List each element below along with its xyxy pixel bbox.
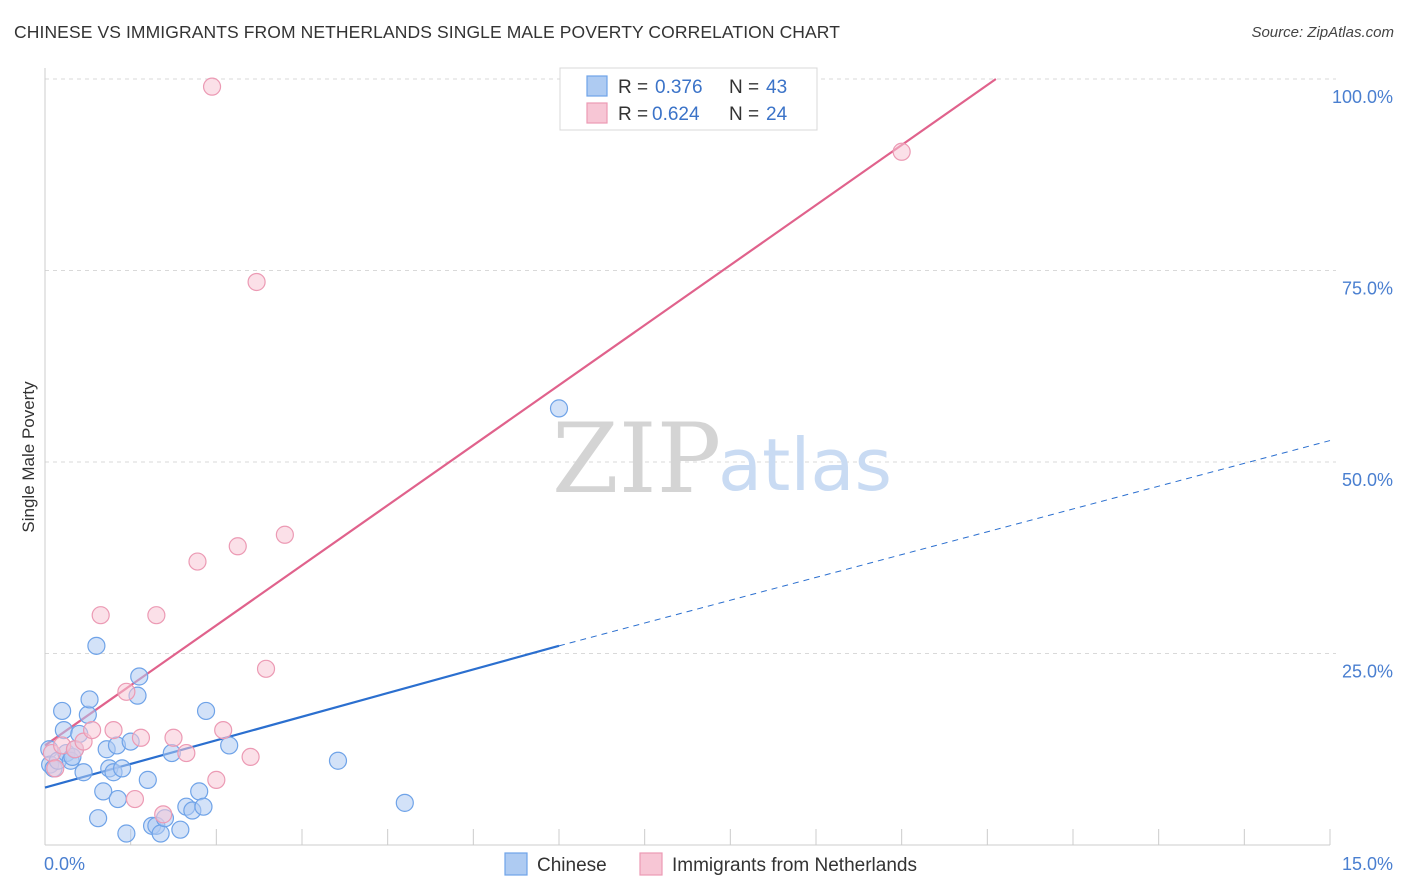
legend-n-value-netherlands: 24 (766, 104, 788, 125)
trend-line-extension-0 (558, 440, 1331, 647)
bottom-legend-label-netherlands: Immigrants from Netherlands (672, 855, 917, 876)
bottom-legend-label-chinese: Chinese (537, 855, 607, 876)
point-0-27 (138, 770, 157, 789)
point-0-39 (220, 736, 239, 755)
point-0-22 (112, 759, 132, 778)
point-1-14 (177, 743, 196, 763)
y-tick-label-0: 25.0% (1342, 662, 1393, 682)
point-0-5 (54, 720, 73, 740)
legend-n-label-chinese: N = (729, 77, 759, 98)
watermark: ZIP atlas (552, 403, 892, 515)
point-1-11 (147, 606, 166, 625)
point-0-15 (89, 809, 108, 828)
data-points (40, 77, 911, 843)
legend-swatch-netherlands (586, 102, 608, 124)
point-1-21 (247, 272, 266, 292)
legend-n-value-chinese: 43 (766, 77, 787, 98)
trend-lines (44, 78, 1331, 789)
point-0-38 (196, 701, 216, 721)
watermark-atlas: atlas (718, 423, 892, 507)
point-1-5 (83, 720, 102, 740)
bottom-legend-swatch-chinese (504, 852, 528, 876)
point-1-19 (228, 537, 247, 556)
point-0-36 (190, 782, 209, 801)
point-0-12 (78, 705, 97, 724)
legend-n-label-netherlands: N = (729, 104, 759, 125)
legend-r-label-netherlands: R = (618, 104, 648, 125)
point-1-6 (91, 606, 110, 625)
point-0-42 (549, 399, 569, 418)
point-0-26 (130, 667, 149, 686)
watermark-zip: ZIP (552, 403, 721, 515)
point-1-16 (202, 77, 222, 96)
point-0-14 (87, 636, 106, 655)
point-1-18 (214, 720, 233, 740)
point-1-7 (104, 720, 123, 740)
point-0-21 (108, 789, 127, 809)
source-label: Source: ZipAtlas.com (1251, 24, 1394, 41)
legend-box: R = 0.376 N = 43 R = 0.624 N = 24 (559, 67, 818, 131)
point-1-9 (125, 789, 145, 809)
legend-r-label-chinese: R = (618, 77, 648, 98)
point-1-17 (207, 770, 226, 789)
trend-line-0 (44, 644, 560, 789)
legend-swatch-chinese (586, 75, 608, 97)
point-1-23 (275, 525, 294, 544)
gridlines (45, 78, 1336, 654)
point-0-4 (53, 701, 72, 721)
point-0-23 (117, 824, 136, 843)
point-1-1 (46, 759, 65, 778)
y-axis-label: Single Male Poverty (19, 381, 38, 533)
point-0-37 (194, 797, 213, 816)
point-1-12 (154, 805, 173, 824)
point-1-20 (241, 747, 260, 767)
axes (44, 68, 1331, 846)
point-1-24 (892, 142, 911, 161)
tick-labels: 25.0% 50.0% 75.0% 100.0% 0.0% 15.0% (44, 87, 1393, 874)
y-tick-label-1: 50.0% (1342, 470, 1393, 490)
point-1-15 (188, 552, 207, 571)
x-tick-label-1: 15.0% (1342, 854, 1393, 874)
point-1-10 (131, 728, 151, 747)
trend-line-1 (44, 78, 997, 747)
bottom-legend-swatch-netherlands (639, 852, 663, 876)
x-tick-label-0: 0.0% (44, 854, 85, 874)
point-0-11 (74, 763, 93, 782)
point-1-8 (117, 682, 136, 701)
point-0-41 (395, 793, 414, 812)
point-1-13 (164, 728, 183, 747)
point-0-16 (94, 782, 113, 801)
point-0-30 (151, 824, 170, 843)
legend-r-value-netherlands: 0.624 (652, 104, 700, 125)
point-1-22 (256, 659, 276, 678)
point-0-13 (80, 690, 99, 709)
point-0-33 (171, 820, 190, 839)
chart-title: CHINESE VS IMMIGRANTS FROM NETHERLANDS S… (14, 22, 841, 42)
bottom-legend: Chinese Immigrants from Netherlands (504, 852, 917, 876)
legend-r-value-chinese: 0.376 (655, 77, 703, 98)
y-tick-label-2: 75.0% (1342, 279, 1393, 299)
point-0-40 (328, 751, 348, 770)
y-tick-label-3: 100.0% (1332, 87, 1393, 107)
